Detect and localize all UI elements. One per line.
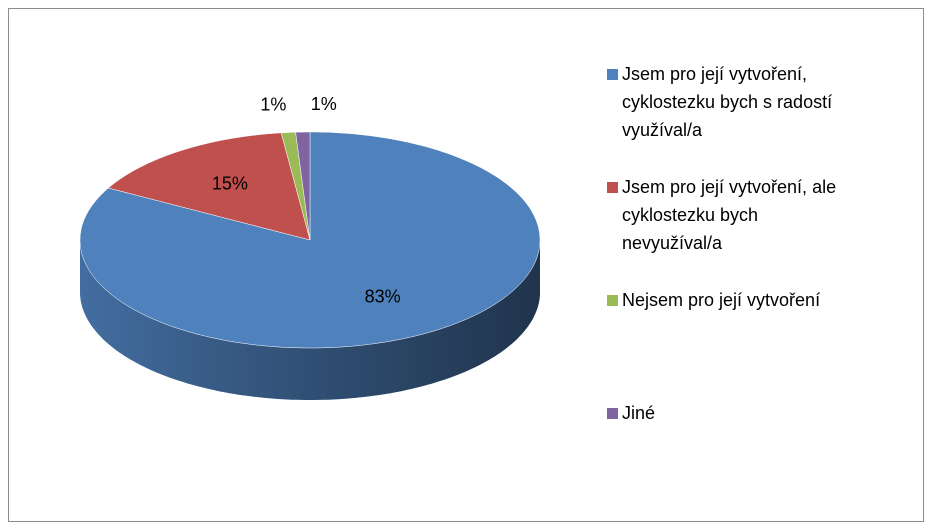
legend-swatch <box>607 182 618 193</box>
legend-swatch <box>607 69 618 80</box>
legend-label: Jiné <box>622 403 656 423</box>
data-label: 83% <box>365 286 401 306</box>
data-label: 15% <box>212 173 248 193</box>
legend-label: Nejsem pro její vytvoření <box>622 290 821 310</box>
legend-swatch <box>607 408 618 419</box>
slice <box>295 131 311 241</box>
legend-label: Jsem pro její vytvoření, ale cyklostezku… <box>622 177 837 253</box>
data-label: 1% <box>260 94 286 114</box>
legend-label: Jsem pro její vytvoření, cyklostezku byc… <box>622 64 833 140</box>
data-label: 1% <box>311 94 337 114</box>
slice-side-shade <box>80 240 540 400</box>
slice <box>107 132 311 241</box>
legend-swatch <box>607 295 618 306</box>
